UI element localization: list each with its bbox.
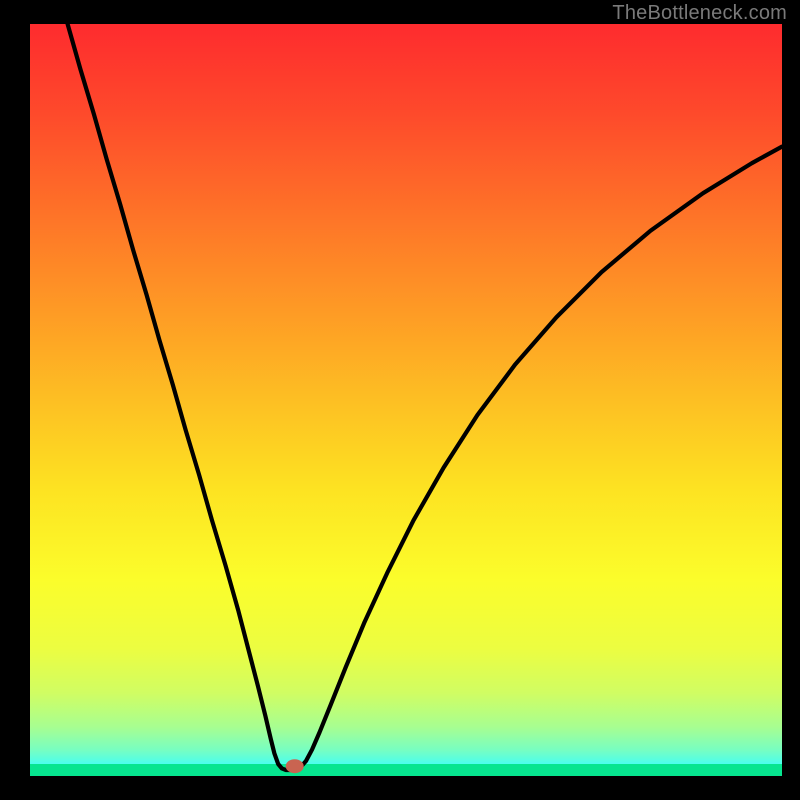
watermark-text: TheBottleneck.com xyxy=(612,2,787,25)
optimal-point-marker xyxy=(286,759,304,773)
bottom-band xyxy=(30,764,782,776)
gradient-background xyxy=(30,24,782,776)
chart-svg xyxy=(30,24,782,776)
chart-plot-area xyxy=(30,24,782,776)
